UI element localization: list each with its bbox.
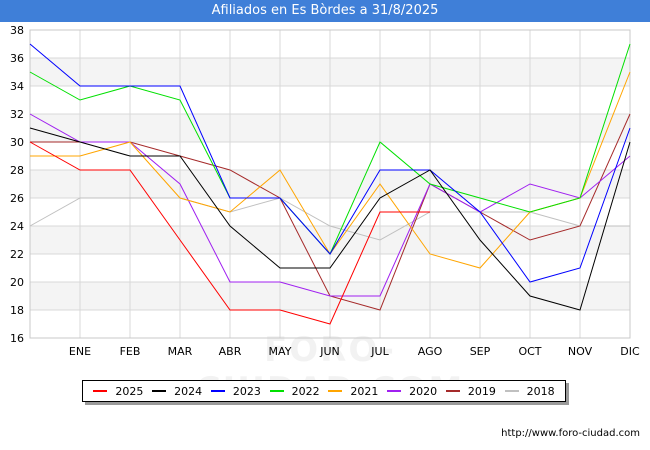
legend-swatch: [504, 390, 519, 392]
x-tick-label: AGO: [418, 345, 443, 358]
y-tick-label: 36: [10, 52, 24, 65]
legend-label: 2020: [409, 384, 438, 398]
legend-item-2020: 2020: [387, 385, 437, 398]
y-tick-label: 32: [10, 108, 24, 121]
y-tick-label: 24: [10, 220, 24, 233]
x-tick-label: OCT: [518, 345, 541, 358]
series-line-2023: [29, 43, 631, 283]
chart-title: Afiliados en Es Bòrdes a 31/8/2025: [0, 0, 650, 22]
legend-label: 2023: [232, 384, 261, 398]
legend-item-2025: 2025: [93, 385, 143, 398]
legend-swatch: [210, 390, 225, 392]
plot-frame: [29, 29, 631, 339]
legend-label: 2022: [291, 384, 320, 398]
x-tick-label: MAR: [168, 345, 193, 358]
series-line-2024: [29, 127, 631, 311]
x-tick-label: FEB: [120, 345, 141, 358]
x-tick-label: JUN: [319, 345, 340, 358]
legend-swatch: [269, 390, 284, 392]
y-tick-label: 30: [10, 136, 24, 149]
x-tick-label: NOV: [568, 345, 593, 358]
y-tick-label: 38: [10, 24, 24, 37]
y-tick-label: 16: [10, 332, 24, 345]
x-tick-label: ENE: [69, 345, 91, 358]
legend-label: 2021: [350, 384, 379, 398]
legend-swatch: [387, 390, 402, 392]
legend-item-2023: 2023: [210, 384, 261, 398]
legend-swatch: [445, 390, 460, 392]
legend-item-2018: 2018: [504, 384, 555, 398]
legend-swatch: [152, 390, 167, 392]
source-url: http://www.foro-ciudad.com: [501, 428, 640, 439]
legend-item-2022: 2022: [269, 384, 320, 398]
x-tick-label: SEP: [470, 345, 491, 358]
x-tick-label: ABR: [219, 345, 242, 358]
legend-label: 2025: [115, 384, 144, 398]
chart-legend: 2025 2024 2023 2022 2021 2020 2019 2018: [82, 380, 566, 402]
x-tick-label: DIC: [620, 345, 640, 358]
legend-label: 2018: [526, 384, 555, 398]
legend-swatch: [93, 390, 108, 392]
x-tick-label: MAY: [269, 345, 292, 358]
y-tick-label: 26: [10, 192, 24, 205]
legend-item-2024: 2024: [152, 385, 202, 398]
x-tick-label: JUL: [370, 345, 389, 358]
legend-item-2019: 2019: [445, 384, 496, 398]
series-line-2025: [29, 141, 430, 325]
y-tick-label: 22: [10, 248, 24, 261]
legend-label: 2019: [467, 384, 496, 398]
y-tick-label: 18: [10, 304, 24, 317]
legend-label: 2024: [174, 384, 203, 398]
legend-swatch: [328, 390, 343, 392]
y-tick-label: 28: [10, 164, 24, 177]
y-tick-label: 34: [10, 80, 24, 93]
y-tick-label: 20: [10, 276, 24, 289]
legend-item-2021: 2021: [328, 385, 378, 398]
